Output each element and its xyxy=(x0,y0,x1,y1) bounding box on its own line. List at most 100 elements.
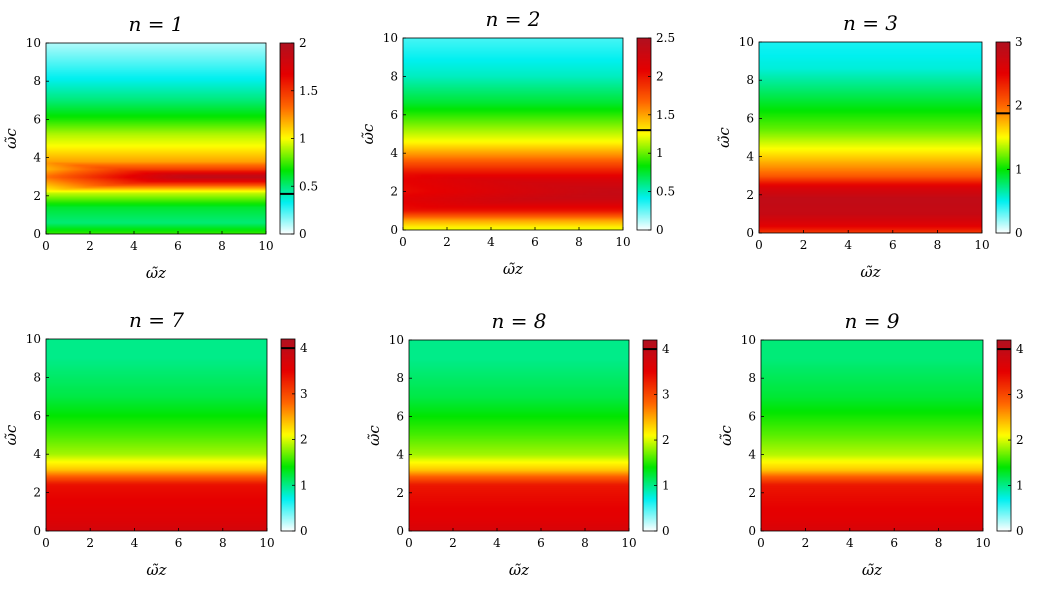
colorbar-tick-label: 2 xyxy=(662,433,670,447)
y-tick-label: 6 xyxy=(390,108,398,122)
y-axis-label: ω̃c xyxy=(359,123,377,144)
x-tick-label: 6 xyxy=(175,536,183,550)
colorbar-tick-label: 1 xyxy=(1016,479,1024,493)
colorbar-tick-label: 1 xyxy=(656,146,664,160)
x-tick-label: 4 xyxy=(493,536,501,550)
x-tick-label: 6 xyxy=(889,238,897,252)
plot-frame xyxy=(402,37,624,231)
colorbar-tick-label: 1 xyxy=(1015,162,1023,176)
colorbar-frame xyxy=(636,37,652,231)
heatmap-panel: 0 2 4 6 8 10 0 2 4 6 8 10 n = 2 ω̃z ω̃c 0 0.5 1 1.5 2 2.5 xyxy=(359,7,675,278)
y-tick-label: 8 xyxy=(33,74,41,88)
y-tick-label: 10 xyxy=(26,332,41,346)
x-tick-label: 2 xyxy=(86,239,94,253)
y-tick-label: 10 xyxy=(383,31,398,45)
y-axis-label: ω̃c xyxy=(715,127,733,148)
x-tick-label: 0 xyxy=(755,238,763,252)
colorbar: 0 0.5 1 1.5 2 xyxy=(279,36,318,241)
y-tick-label: 8 xyxy=(748,371,756,385)
y-tick-label: 6 xyxy=(746,111,754,125)
y-tick-label: 10 xyxy=(741,333,756,347)
colorbar-tick-label: 2 xyxy=(299,36,307,50)
colorbar-tick-label: 3 xyxy=(1015,35,1023,49)
y-tick-label: 8 xyxy=(746,73,754,87)
x-tick-label: 2 xyxy=(449,536,457,550)
heatmap-panel: 0 2 4 6 8 10 0 2 4 6 8 10 n = 9 ω̃z ω̃c 0 1 2 3 4 xyxy=(717,309,1024,579)
colorbar-gradient xyxy=(997,340,1011,531)
x-tick-label: 4 xyxy=(130,239,138,253)
y-tick-label: 4 xyxy=(748,448,756,462)
colorbar-tick-label: 0 xyxy=(662,524,670,538)
colorbar-tick-label: 2 xyxy=(656,69,664,83)
x-tick-label: 6 xyxy=(890,536,898,550)
x-tick-label: 8 xyxy=(219,536,227,550)
y-tick-label: 2 xyxy=(396,486,404,500)
chart-title: n = 9 xyxy=(844,309,899,333)
x-axis-label: ω̃z xyxy=(503,260,523,278)
x-tick-label: 4 xyxy=(846,536,854,550)
colorbar-tick-label: 0.5 xyxy=(299,179,318,193)
colorbar-tick-label: 4 xyxy=(1016,342,1024,356)
colorbar: 0 1 2 3 4 xyxy=(996,339,1024,538)
x-tick-label: 8 xyxy=(218,239,226,253)
y-tick-label: 2 xyxy=(746,188,754,202)
x-tick-label: 10 xyxy=(975,536,990,550)
heatmap-panel: 0 2 4 6 8 10 0 2 4 6 8 10 n = 1 ω̃z ω̃c 0 0.5 1 1.5 2 xyxy=(2,12,318,282)
colorbar-tick-label: 3 xyxy=(300,387,308,401)
y-tick-label: 4 xyxy=(396,448,404,462)
plot-frame xyxy=(45,42,267,235)
y-axis-label: ω̃c xyxy=(717,425,735,446)
y-tick-label: 2 xyxy=(33,486,41,500)
y-tick-label: 10 xyxy=(739,35,754,49)
heatmap-image xyxy=(409,340,629,531)
y-tick-label: 10 xyxy=(389,333,404,347)
plot-frame xyxy=(45,338,268,532)
y-tick-label: 4 xyxy=(746,150,754,164)
y-tick-label: 6 xyxy=(396,409,404,423)
y-tick-label: 0 xyxy=(33,227,41,241)
y-tick-label: 8 xyxy=(390,69,398,83)
y-tick-label: 0 xyxy=(746,226,754,240)
colorbar-tick-label: 2 xyxy=(1015,99,1023,113)
y-tick-label: 10 xyxy=(26,36,41,50)
colorbar-gradient xyxy=(996,42,1010,233)
heatmap-panel: 0 2 4 6 8 10 0 2 4 6 8 10 n = 3 ω̃z ω̃c 0 1 2 3 xyxy=(715,11,1023,281)
colorbar-frame xyxy=(995,41,1011,234)
x-axis-label: ω̃z xyxy=(862,561,882,579)
colorbar-tick-label: 0.5 xyxy=(656,185,675,199)
colorbar-tick-label: 4 xyxy=(662,342,670,356)
colorbar-frame xyxy=(642,339,658,532)
x-axis-label: ω̃z xyxy=(509,561,529,579)
chart-title: n = 1 xyxy=(128,12,183,36)
x-tick-label: 8 xyxy=(934,238,942,252)
colorbar: 0 1 2 3 4 xyxy=(642,339,670,538)
x-tick-label: 2 xyxy=(86,536,94,550)
y-tick-label: 0 xyxy=(748,524,756,538)
colorbar-tick-label: 0 xyxy=(656,223,664,237)
colorbar-tick-label: 1.5 xyxy=(656,108,675,122)
y-tick-label: 8 xyxy=(396,371,404,385)
colorbar: 0 1 2 3 4 xyxy=(280,338,308,538)
x-tick-label: 0 xyxy=(42,536,50,550)
x-tick-label: 6 xyxy=(537,536,545,550)
heatmap-image xyxy=(759,42,982,233)
y-tick-label: 0 xyxy=(396,524,404,538)
colorbar-tick-label: 0 xyxy=(1015,226,1023,240)
x-tick-label: 4 xyxy=(487,235,495,249)
x-tick-label: 0 xyxy=(42,239,50,253)
x-tick-label: 4 xyxy=(131,536,139,550)
x-tick-label: 2 xyxy=(802,536,810,550)
colorbar-gradient xyxy=(643,340,657,531)
y-axis-label: ω̃c xyxy=(2,128,20,149)
chart-title: n = 2 xyxy=(485,7,540,31)
colorbar-gradient xyxy=(280,43,294,234)
heatmap-image xyxy=(761,340,983,531)
colorbar-tick-label: 1.5 xyxy=(299,84,318,98)
x-tick-label: 10 xyxy=(258,239,273,253)
y-tick-label: 8 xyxy=(33,370,41,384)
y-tick-label: 2 xyxy=(390,185,398,199)
colorbar: 0 0.5 1 1.5 2 2.5 xyxy=(636,31,675,237)
x-tick-label: 2 xyxy=(800,238,808,252)
x-tick-label: 8 xyxy=(575,235,583,249)
